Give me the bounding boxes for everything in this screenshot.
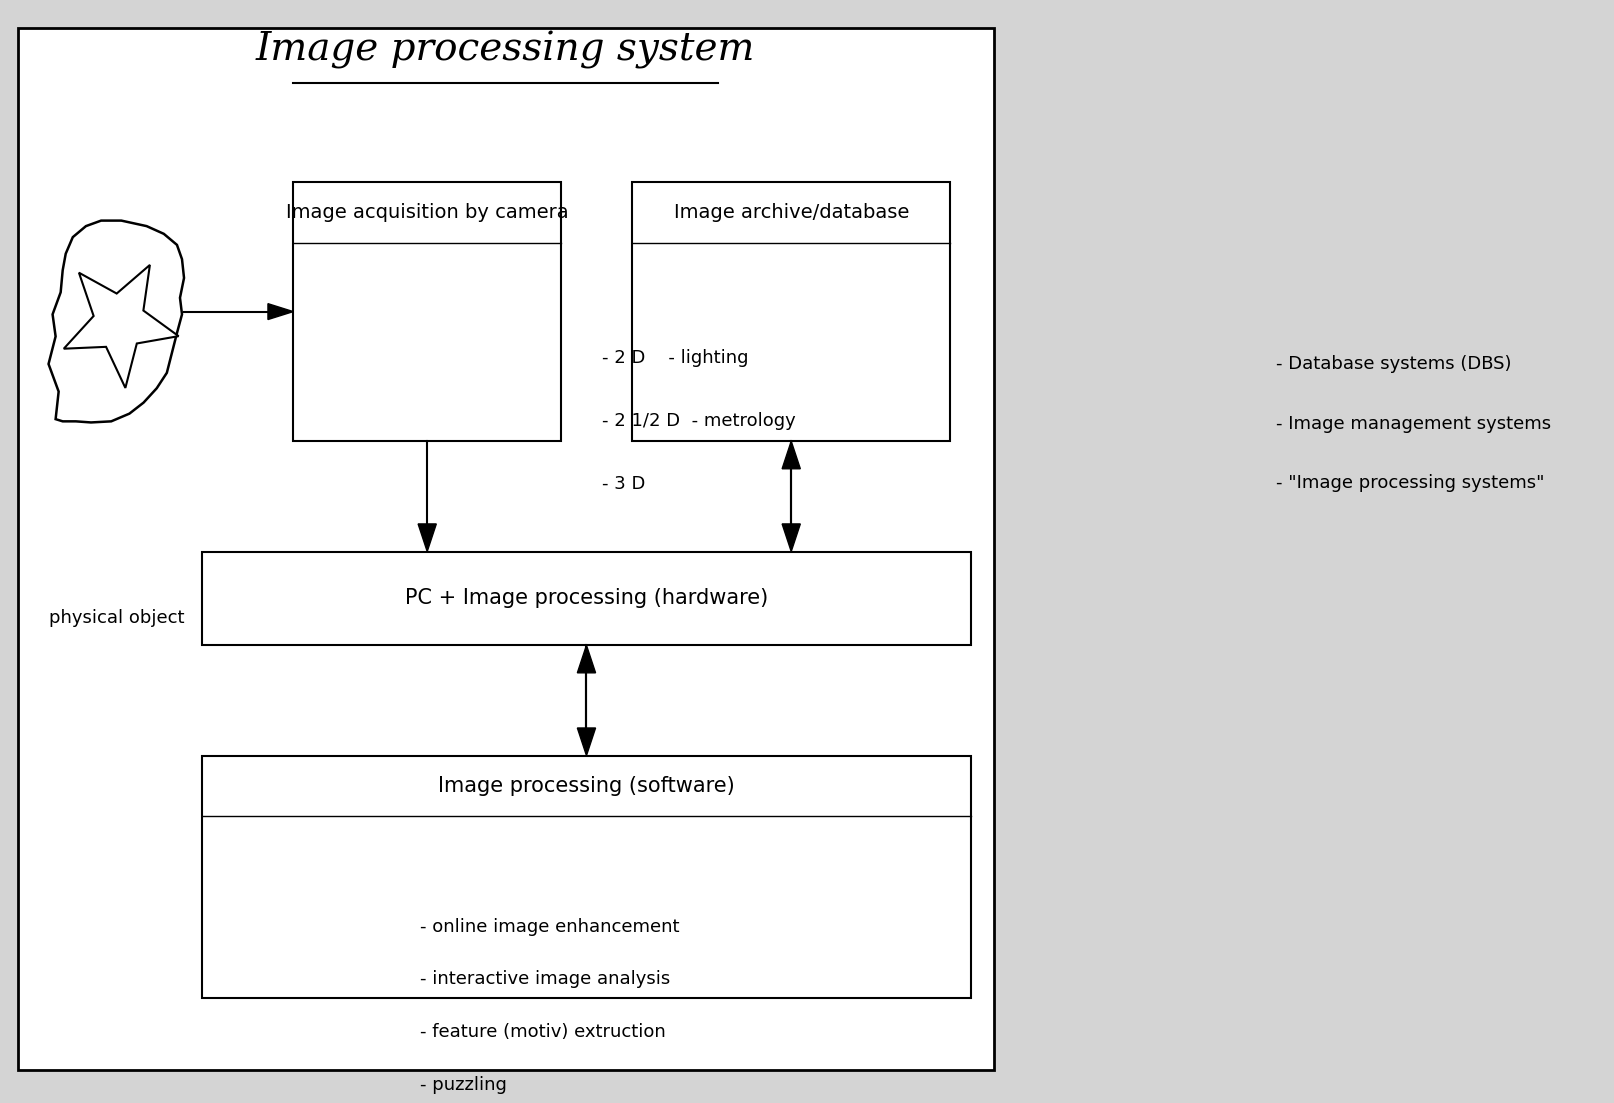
FancyBboxPatch shape bbox=[18, 28, 994, 1070]
Polygon shape bbox=[418, 524, 436, 552]
Polygon shape bbox=[268, 303, 294, 320]
Polygon shape bbox=[578, 645, 596, 673]
Text: - 2 D    - lighting: - 2 D - lighting bbox=[602, 350, 749, 367]
FancyBboxPatch shape bbox=[202, 756, 970, 998]
Text: physical object: physical object bbox=[48, 609, 184, 627]
Polygon shape bbox=[783, 441, 801, 469]
Polygon shape bbox=[65, 265, 179, 388]
Text: - Database systems (DBS): - Database systems (DBS) bbox=[1277, 355, 1512, 373]
Text: - feature (motiv) extruction: - feature (motiv) extruction bbox=[420, 1024, 665, 1041]
Polygon shape bbox=[48, 221, 184, 422]
Text: PC + Image processing (hardware): PC + Image processing (hardware) bbox=[405, 588, 768, 609]
Polygon shape bbox=[578, 728, 596, 756]
Text: Image archive/database: Image archive/database bbox=[673, 203, 909, 222]
Text: - Image management systems: - Image management systems bbox=[1277, 415, 1551, 432]
Text: Image processing system: Image processing system bbox=[257, 31, 755, 68]
Text: - interactive image analysis: - interactive image analysis bbox=[420, 971, 670, 988]
Text: - online image enhancement: - online image enhancement bbox=[420, 918, 679, 935]
FancyBboxPatch shape bbox=[202, 552, 970, 645]
FancyBboxPatch shape bbox=[633, 182, 951, 441]
Text: - puzzling: - puzzling bbox=[420, 1077, 507, 1094]
Text: Image acquisition by camera: Image acquisition by camera bbox=[286, 203, 568, 222]
Polygon shape bbox=[783, 524, 801, 552]
Text: - 2 1/2 D  - metrology: - 2 1/2 D - metrology bbox=[602, 413, 796, 430]
FancyBboxPatch shape bbox=[294, 182, 562, 441]
Text: Image processing (software): Image processing (software) bbox=[437, 775, 734, 796]
Text: - 3 D: - 3 D bbox=[602, 475, 646, 493]
Text: - "Image processing systems": - "Image processing systems" bbox=[1277, 474, 1545, 492]
